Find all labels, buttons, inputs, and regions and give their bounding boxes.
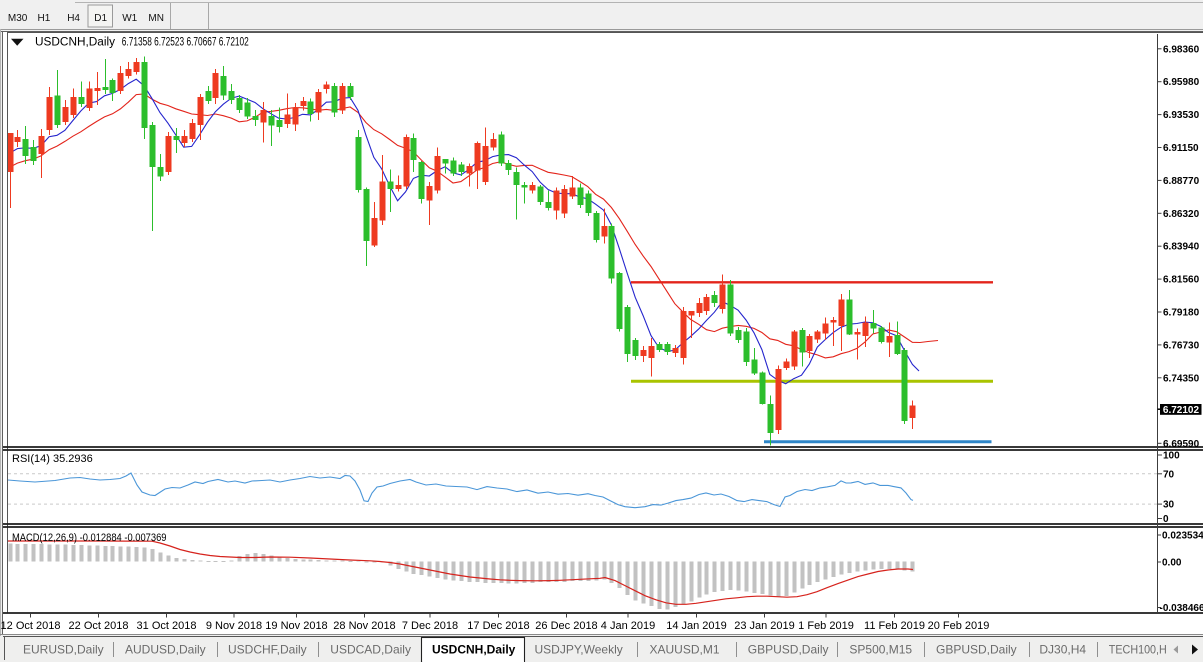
svg-text:31 Oct 2018: 31 Oct 2018: [137, 620, 197, 632]
svg-text:6.81560: 6.81560: [1163, 275, 1200, 286]
svg-text:23 Jan 2019: 23 Jan 2019: [734, 620, 795, 632]
svg-text:6.95980: 6.95980: [1163, 77, 1200, 88]
svg-text:6.86320: 6.86320: [1163, 209, 1200, 220]
svg-text:DJ30,H4: DJ30,H4: [1039, 643, 1086, 657]
svg-text:6.79180: 6.79180: [1163, 308, 1200, 319]
svg-text:AUDUSD,Daily: AUDUSD,Daily: [125, 643, 206, 657]
svg-text:26 Dec 2018: 26 Dec 2018: [535, 620, 597, 632]
svg-text:11 Feb 2019: 11 Feb 2019: [864, 620, 925, 632]
svg-text:MACD(12,26,9) -0.012884 -0.007: MACD(12,26,9) -0.012884 -0.007369: [12, 532, 167, 544]
svg-text:USDCNH,Daily: USDCNH,Daily: [432, 643, 516, 657]
svg-text:6.72102: 6.72102: [1163, 405, 1200, 416]
svg-text:22 Oct 2018: 22 Oct 2018: [69, 620, 129, 632]
svg-text:6.69590: 6.69590: [1163, 439, 1200, 450]
svg-text:28 Nov 2018: 28 Nov 2018: [333, 620, 395, 632]
svg-text:12 Oct 2018: 12 Oct 2018: [1, 620, 61, 632]
svg-text:GBPUSD,Daily: GBPUSD,Daily: [936, 643, 1017, 657]
svg-text:D1: D1: [94, 13, 107, 24]
svg-text:-0.038466: -0.038466: [1160, 603, 1203, 614]
svg-text:USDCAD,Daily: USDCAD,Daily: [330, 643, 411, 657]
svg-text:6.88770: 6.88770: [1163, 176, 1200, 187]
svg-text:EURUSD,Daily: EURUSD,Daily: [23, 643, 104, 657]
svg-text:9 Nov 2018: 9 Nov 2018: [206, 620, 262, 632]
svg-text:20 Feb 2019: 20 Feb 2019: [928, 620, 990, 632]
svg-text:MN: MN: [148, 13, 164, 24]
svg-text:XAUUSD,M1: XAUUSD,M1: [650, 643, 720, 657]
svg-text:6.98360: 6.98360: [1163, 44, 1200, 55]
svg-text:4 Jan 2019: 4 Jan 2019: [601, 620, 655, 632]
svg-text:6.74350: 6.74350: [1163, 373, 1200, 384]
svg-text:6.76730: 6.76730: [1163, 340, 1200, 351]
svg-text:GBPUSD,Daily: GBPUSD,Daily: [748, 643, 829, 657]
svg-text:70: 70: [1163, 469, 1175, 480]
svg-text:USDCHF,Daily: USDCHF,Daily: [228, 643, 307, 657]
svg-text:H1: H1: [38, 13, 51, 24]
svg-text:W1: W1: [122, 13, 137, 24]
svg-text:SP500,M15: SP500,M15: [849, 643, 912, 657]
svg-text:0: 0: [1163, 514, 1169, 525]
svg-text:6.83940: 6.83940: [1163, 242, 1200, 253]
svg-text:RSI(14) 35.2936: RSI(14) 35.2936: [12, 453, 93, 465]
svg-text:0.00: 0.00: [1162, 558, 1182, 569]
svg-text:TECH100,H: TECH100,H: [1109, 643, 1167, 657]
svg-text:6.93530: 6.93530: [1163, 110, 1200, 121]
svg-text:6.71358 6.72523 6.70667 6.7210: 6.71358 6.72523 6.70667 6.72102: [122, 37, 249, 49]
svg-text:100: 100: [1163, 451, 1180, 462]
svg-text:19 Nov 2018: 19 Nov 2018: [265, 620, 327, 632]
svg-text:17 Dec 2018: 17 Dec 2018: [467, 620, 529, 632]
svg-text:7 Dec 2018: 7 Dec 2018: [402, 620, 458, 632]
svg-text:USDJPY,Weekly: USDJPY,Weekly: [535, 643, 623, 657]
svg-text:14 Jan 2019: 14 Jan 2019: [666, 620, 727, 632]
svg-text:0.023534: 0.023534: [1162, 531, 1203, 542]
svg-text:USDCNH,Daily: USDCNH,Daily: [35, 37, 115, 49]
svg-text:M30: M30: [8, 13, 28, 24]
svg-text:H4: H4: [67, 13, 80, 24]
svg-text:1 Feb 2019: 1 Feb 2019: [798, 620, 854, 632]
svg-text:30: 30: [1163, 500, 1175, 511]
svg-text:6.91150: 6.91150: [1163, 143, 1199, 154]
